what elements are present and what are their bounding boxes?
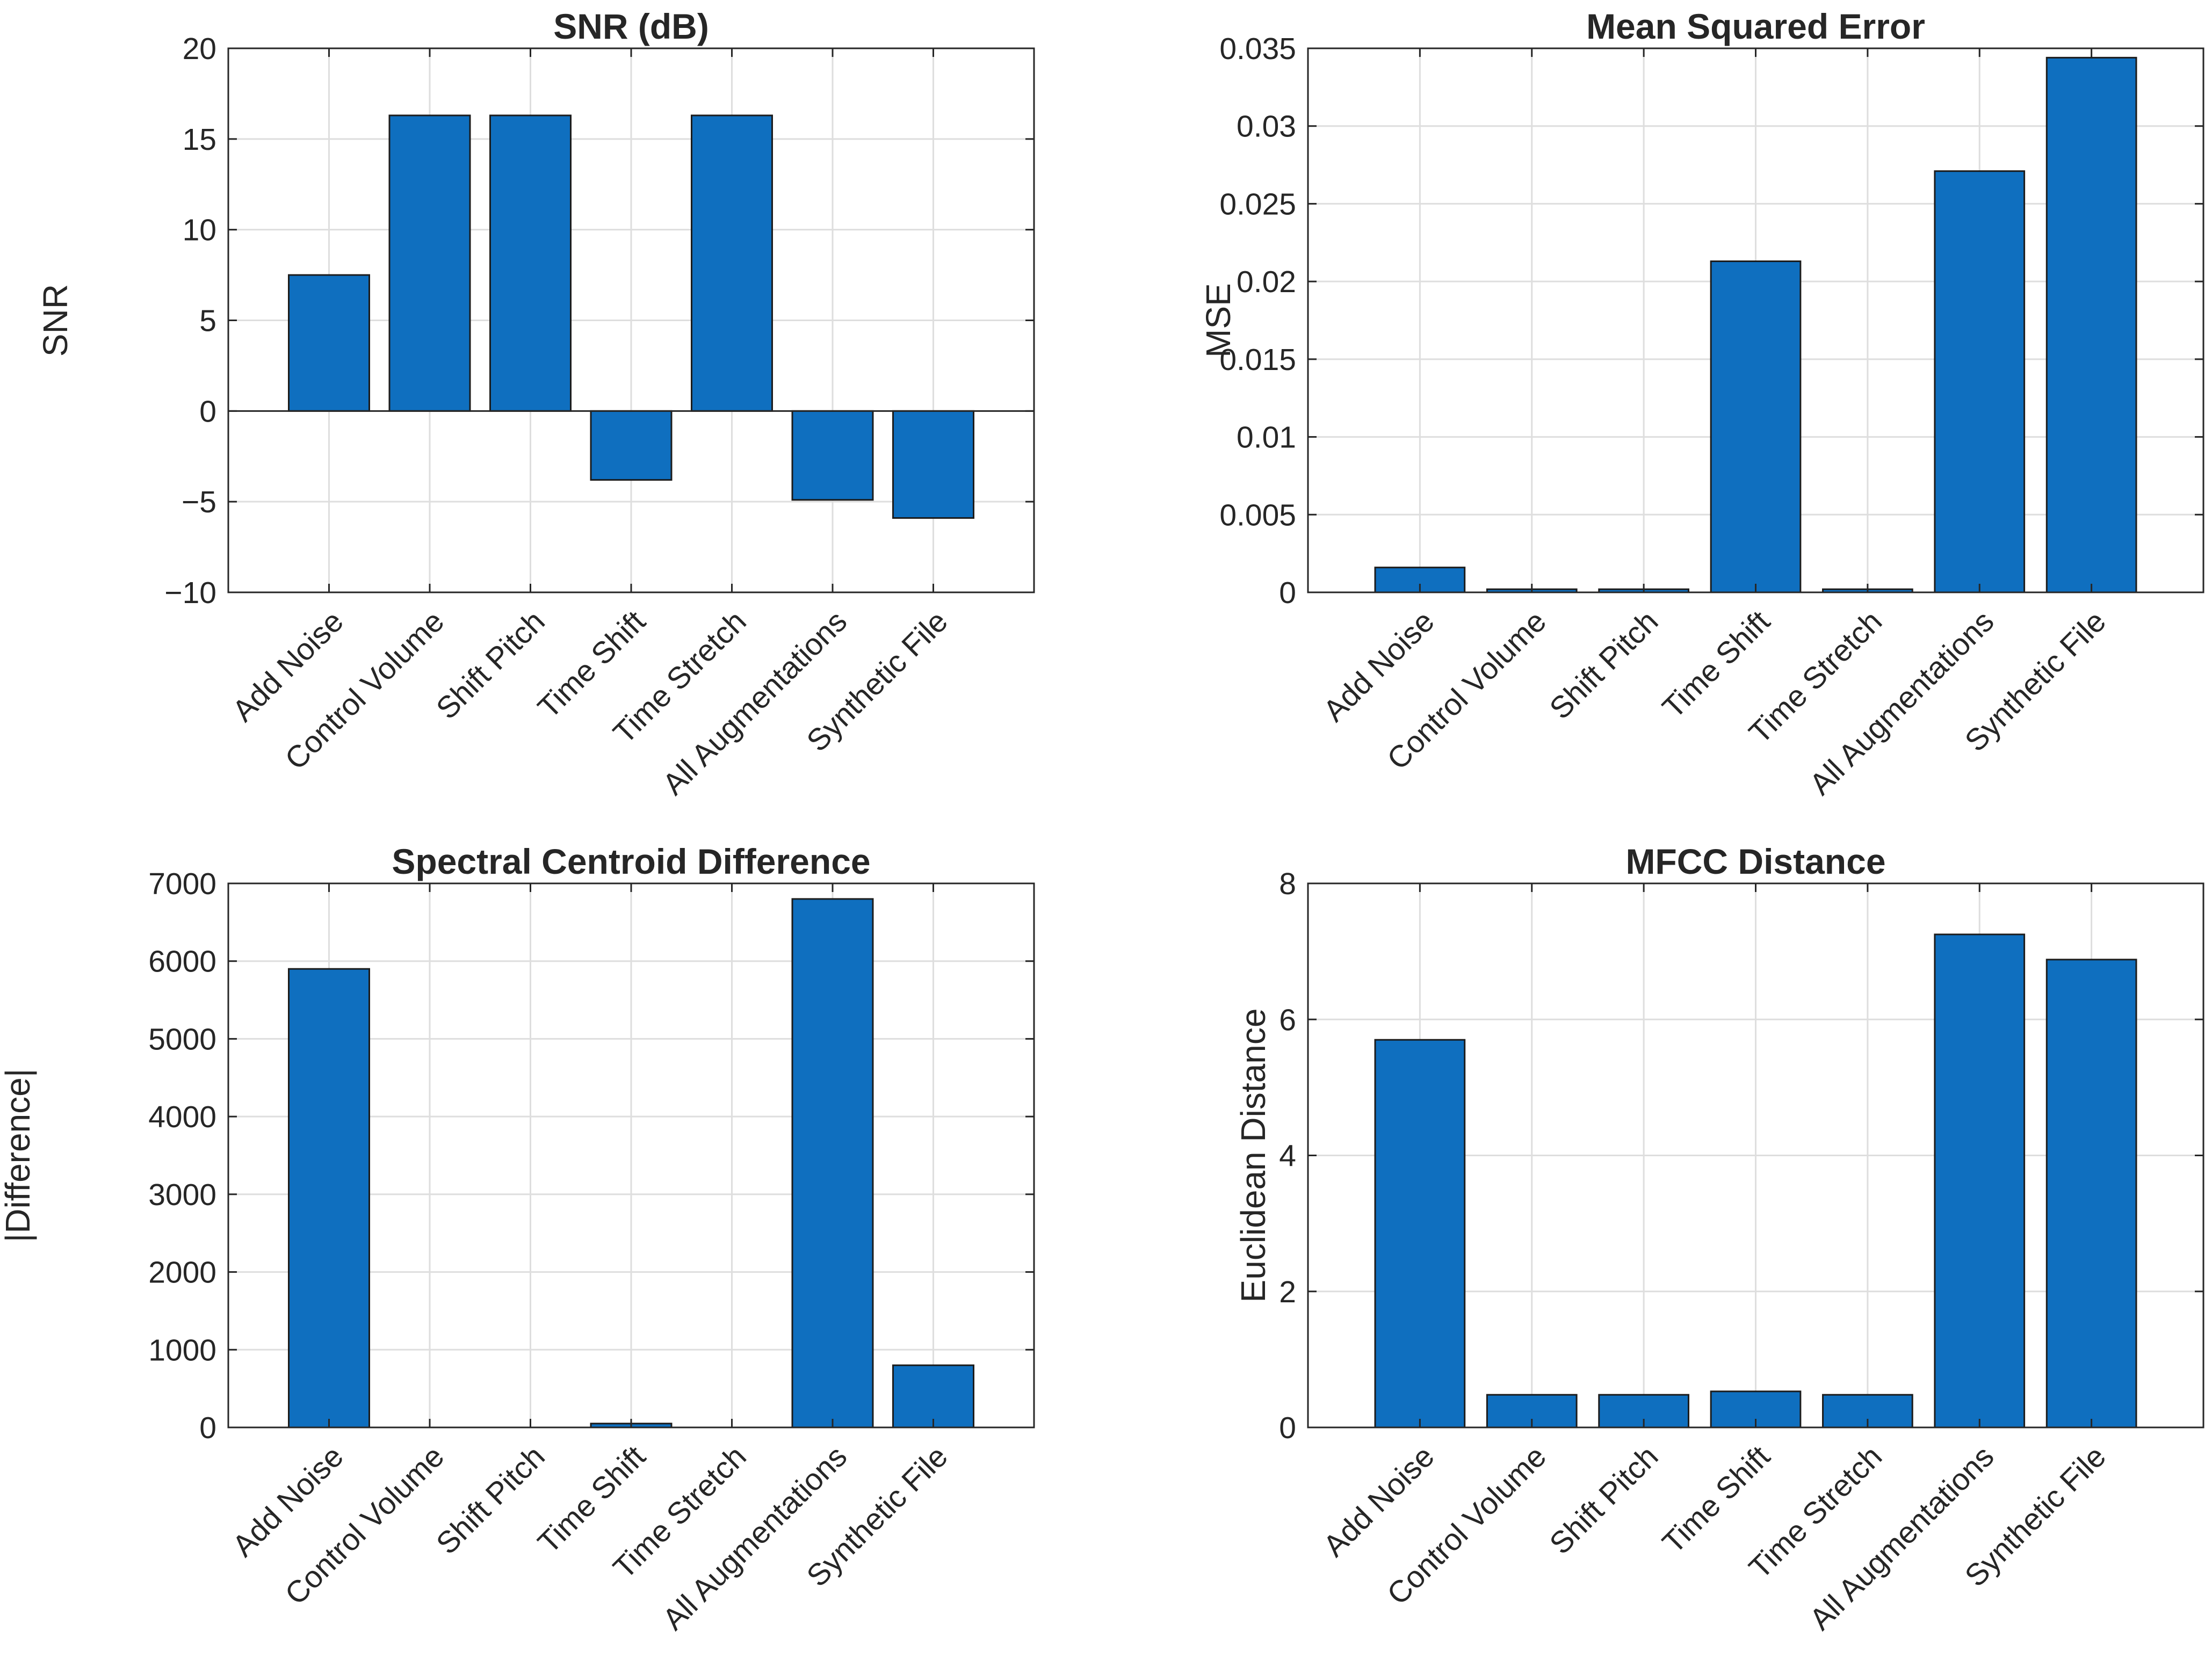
mfcc-distance-xtick-label-all-augmentations: All Augmentations	[1803, 1439, 2001, 1637]
spectral-centroid-title: Spectral Centroid Difference	[392, 842, 870, 881]
mfcc-distance-ylabel: Euclidean Distance	[1234, 1009, 1273, 1303]
mfcc-distance-ytick-label: 4	[1279, 1139, 1296, 1173]
snr-ytick-label: 0	[199, 394, 216, 429]
snr-bar-time-stretch	[691, 114, 773, 412]
mse-xtick-label-shift-pitch: Shift Pitch	[1543, 604, 1665, 726]
mse-bar-all-augmentations	[1934, 170, 2026, 593]
snr-bar-control-volume	[388, 114, 471, 412]
snr-ylabel: SNR	[36, 284, 75, 357]
mse-bar-synthetic-file	[2045, 56, 2137, 593]
mfcc-distance-title: MFCC Distance	[1625, 842, 1885, 881]
snr-xtick-label-all-augmentations: All Augmentations	[656, 604, 854, 802]
mfcc-distance-bar-add-noise	[1374, 1039, 1466, 1429]
snr-ytick-label: −5	[182, 485, 216, 519]
mse-xtick-label-time-shift: Time Shift	[1656, 604, 1777, 725]
spectral-centroid-ytick-label: 3000	[148, 1178, 216, 1212]
mfcc-distance-ytick-label: 0	[1279, 1411, 1296, 1445]
snr-bar-shift-pitch	[489, 114, 572, 412]
snr-bar-synthetic-file	[892, 410, 974, 519]
mse-ylabel: MSE	[1199, 283, 1238, 358]
spectral-centroid-ytick-label: 2000	[148, 1256, 216, 1290]
snr-ytick-label: −10	[164, 576, 216, 610]
spectral-centroid-bar-add-noise	[288, 968, 370, 1429]
mfcc-distance-xtick-label-time-shift: Time Shift	[1656, 1439, 1777, 1560]
snr-title: SNR (dB)	[553, 6, 709, 46]
mse-ytick-label: 0.015	[1219, 343, 1296, 377]
spectral-centroid-xtick-label-shift-pitch: Shift Pitch	[430, 1439, 552, 1561]
spectral-centroid-ylabel: |Difference|	[0, 1069, 37, 1243]
spectral-centroid-ytick-label: 4000	[148, 1100, 216, 1134]
mse-ytick-label: 0.01	[1237, 420, 1296, 455]
snr-ytick-label: 20	[183, 32, 216, 66]
mse-ytick-label: 0.03	[1237, 110, 1296, 144]
mfcc-distance-ytick-label: 6	[1279, 1003, 1296, 1037]
spectral-centroid-ytick-label: 0	[199, 1411, 216, 1445]
mse-title: Mean Squared Error	[1586, 6, 1925, 46]
mfcc-distance-bar-all-augmentations	[1934, 933, 2026, 1429]
snr-ytick-label: 5	[199, 304, 216, 338]
spectral-centroid-ytick-label: 7000	[148, 867, 216, 901]
spectral-centroid-ytick-label: 5000	[148, 1022, 216, 1056]
snr-xtick-label-shift-pitch: Shift Pitch	[430, 604, 552, 726]
spectral-centroid-bar-synthetic-file	[892, 1364, 974, 1429]
snr-ytick-label: 10	[183, 213, 216, 248]
mfcc-distance-xtick-label-shift-pitch: Shift Pitch	[1543, 1439, 1665, 1561]
snr-ytick-label: 15	[183, 122, 216, 157]
mse-ytick-label: 0.005	[1219, 498, 1296, 532]
mse-ytick-label: 0.02	[1237, 265, 1296, 299]
mse-ytick-label: 0.025	[1219, 187, 1296, 221]
mse-ytick-label: 0.035	[1219, 32, 1296, 66]
mse-ytick-label: 0	[1279, 576, 1296, 610]
spectral-centroid-bar-all-augmentations	[791, 898, 874, 1429]
mfcc-distance-ytick-label: 8	[1279, 867, 1296, 901]
mfcc-distance-ytick-label: 2	[1279, 1275, 1296, 1309]
spectral-centroid-xtick-label-all-augmentations: All Augmentations	[656, 1439, 854, 1637]
mse-xtick-label-all-augmentations: All Augmentations	[1803, 604, 2001, 802]
snr-bar-all-augmentations	[791, 410, 874, 501]
snr-bar-time-shift	[590, 410, 673, 481]
spectral-centroid-ytick-label: 1000	[148, 1333, 216, 1367]
snr-bar-add-noise	[288, 274, 370, 412]
spectral-centroid-ytick-label: 6000	[148, 945, 216, 979]
mse-bar-time-shift	[1710, 260, 1802, 593]
mfcc-distance-bar-synthetic-file	[2045, 959, 2137, 1429]
